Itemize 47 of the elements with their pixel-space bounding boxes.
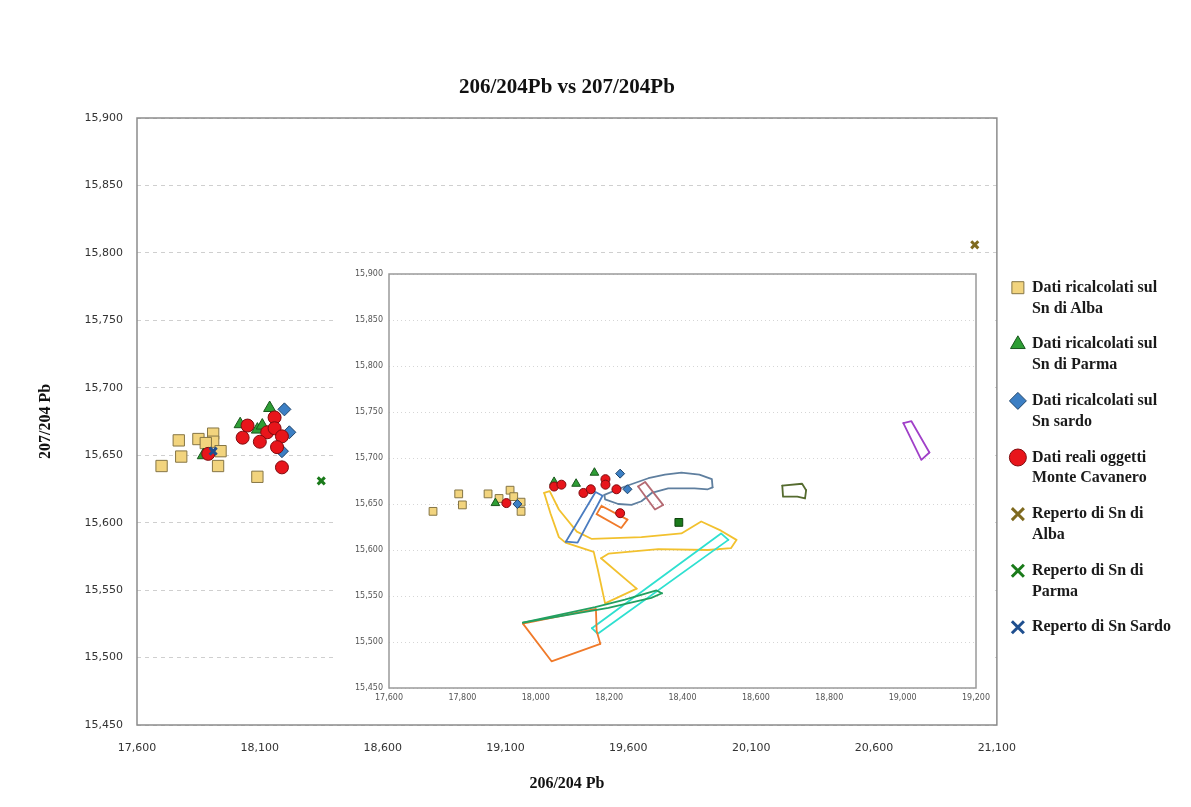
y-tick-label: 15,900 <box>355 269 383 279</box>
x-tick-label: 17,800 <box>448 692 477 702</box>
x-tick-label: 20,600 <box>854 741 894 755</box>
x-tick-label: 18,600 <box>741 692 770 702</box>
y-tick-label: 15,700 <box>355 453 383 463</box>
x-tick-label: 17,600 <box>375 692 403 702</box>
y-tick-label: 15,800 <box>84 245 123 259</box>
x-tick-label: 19,100 <box>486 741 525 755</box>
x-tick-label: 21,100 <box>977 741 1017 755</box>
y-tick-label: 15,600 <box>355 545 383 555</box>
y-tick-label: 15,800 <box>355 361 383 371</box>
chart-title: 206/204Pb vs 207/204Pb <box>459 74 675 99</box>
legend-label: Dati ricalcolati sul Sn di Alba <box>1031 277 1158 316</box>
x-tick-label: 18,200 <box>595 692 624 702</box>
legend-label: Dati ricalcolati sul Sn sardo <box>1031 391 1158 429</box>
x-axis-title: 206/204 Pb <box>529 773 605 791</box>
y-tick-label: 15,850 <box>84 178 123 192</box>
legend-label: Dati ricalcolati sul Sn di Parma <box>1031 334 1158 373</box>
legend-label: Reperto di Sn di Parma <box>1031 560 1144 599</box>
y-tick-label: 15,500 <box>355 637 383 647</box>
legend-label: Dati reali oggetti Monte Cavanero <box>1031 447 1147 486</box>
y-tick-label: 15,750 <box>355 407 383 417</box>
y-axis-title: 207/204 Pb <box>35 383 53 460</box>
x-tick-label: 19,600 <box>609 741 648 755</box>
y-tick-label: 15,850 <box>355 315 383 325</box>
y-tick-label: 15,550 <box>84 582 123 596</box>
y-tick-label: 15,500 <box>84 650 123 664</box>
x-tick-label: 18,800 <box>815 692 844 702</box>
x-tick-label: 19,200 <box>962 692 990 702</box>
y-tick-label: 15,650 <box>355 499 383 509</box>
y-tick-label: 15,750 <box>84 313 123 327</box>
x-tick-label: 17,600 <box>117 741 157 755</box>
y-tick-label: 15,900 <box>84 110 123 124</box>
x-tick-label: 18,100 <box>240 741 280 755</box>
x-tick-label: 18,600 <box>363 741 402 755</box>
y-tick-label: 15,450 <box>355 683 383 693</box>
x-tick-label: 20,100 <box>731 741 771 755</box>
x-tick-label: 18,000 <box>521 692 550 702</box>
y-tick-label: 15,700 <box>84 380 123 394</box>
legend-label: Reperto di Sn di Alba <box>1031 504 1144 543</box>
y-tick-label: 15,450 <box>84 717 123 731</box>
x-tick-label: 18,400 <box>668 692 697 702</box>
x-tick-label: 19,000 <box>888 692 917 702</box>
y-tick-label: 15,600 <box>84 515 123 529</box>
legend-label: Reperto di Sn Sardo <box>1031 617 1171 636</box>
y-tick-label: 15,550 <box>355 591 383 601</box>
y-tick-label: 15,650 <box>84 448 123 462</box>
